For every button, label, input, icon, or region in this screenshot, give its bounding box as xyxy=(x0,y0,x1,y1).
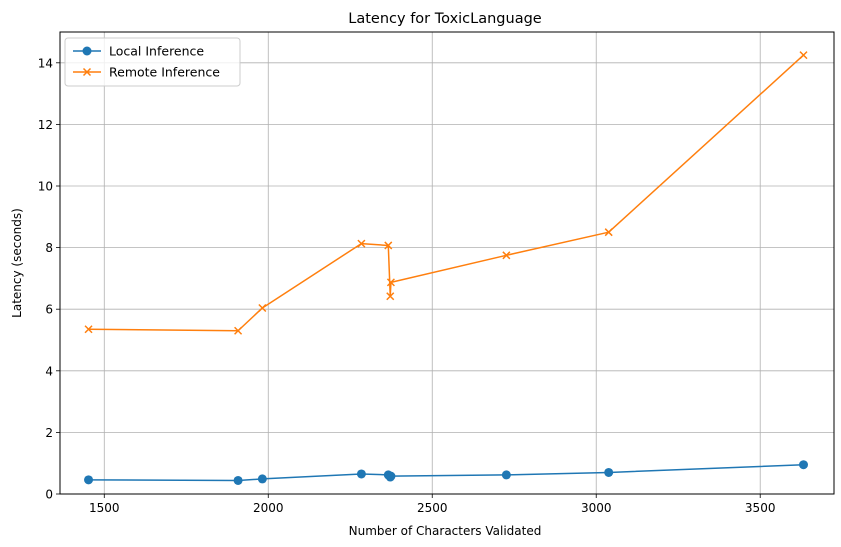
data-point xyxy=(798,460,808,470)
legend-frame xyxy=(64,37,241,87)
y-axis-label: Latency (seconds) xyxy=(10,208,24,318)
data-point xyxy=(384,241,393,250)
plot-area-frame xyxy=(59,31,835,495)
x-tick-label: 2500 xyxy=(417,501,448,515)
y-tick-label: 12 xyxy=(38,118,53,132)
data-point xyxy=(84,475,94,485)
series-line xyxy=(88,54,805,332)
y-tick-label: 10 xyxy=(38,180,53,194)
series-remote-inference xyxy=(84,51,808,335)
y-tick-label: 2 xyxy=(45,426,53,440)
data-point xyxy=(604,228,613,237)
data-point xyxy=(258,303,267,312)
data-point xyxy=(357,239,366,248)
data-point xyxy=(234,326,243,335)
data-point xyxy=(501,470,511,480)
data-point xyxy=(604,467,614,477)
x-tick-label: 3500 xyxy=(745,501,776,515)
y-tick-label: 0 xyxy=(45,488,53,502)
legend-entry-remote: Remote Inference xyxy=(73,65,220,80)
x-tick-label: 1500 xyxy=(89,501,120,515)
y-tick-label: 6 xyxy=(45,303,53,317)
y-tick-label: 8 xyxy=(45,241,53,255)
data-point xyxy=(233,475,243,485)
y-tick-label: 4 xyxy=(45,364,53,378)
y-axis-ticks: 0 2 4 6 8 10 12 14 xyxy=(38,56,60,502)
x-tick-label: 2000 xyxy=(253,501,284,515)
legend-label-remote: Remote Inference xyxy=(109,65,220,80)
x-axis-ticks: 1500 2000 2500 3000 3500 xyxy=(89,494,775,515)
y-tick-label: 14 xyxy=(38,56,53,70)
grid-lines xyxy=(60,32,834,495)
data-point xyxy=(386,471,396,481)
legend: Local Inference Remote Inference xyxy=(64,37,241,87)
series-layer xyxy=(84,51,808,485)
data-point xyxy=(799,51,808,60)
series-local-inference xyxy=(84,460,808,485)
data-point xyxy=(386,292,395,301)
chart-title: Latency for ToxicLanguage xyxy=(348,11,542,27)
data-point xyxy=(386,278,395,287)
data-point xyxy=(84,325,93,334)
data-point xyxy=(502,251,511,260)
x-axis-label: Number of Characters Validated xyxy=(349,524,542,538)
x-tick-label: 3000 xyxy=(581,501,612,515)
data-point xyxy=(257,474,267,484)
legend-entry-local: Local Inference xyxy=(73,44,204,59)
legend-label-local: Local Inference xyxy=(109,44,204,59)
data-point xyxy=(356,469,366,479)
